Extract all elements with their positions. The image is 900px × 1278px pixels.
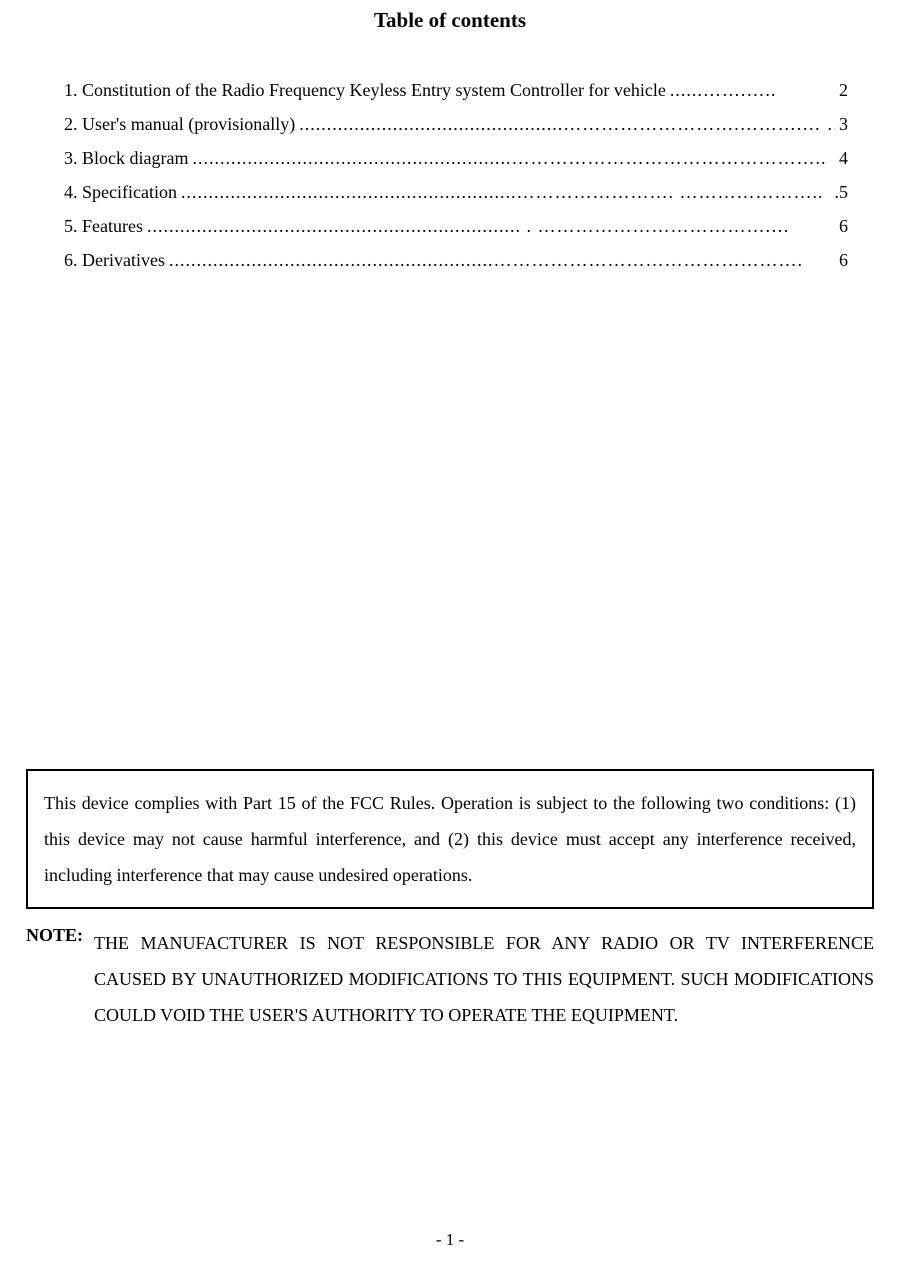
toc-page: .5 (835, 183, 849, 201)
page-number: - 1 - (0, 1230, 900, 1250)
note-body: THE MANUFACTURER IS NOT RESPONSIBLE FOR … (94, 925, 874, 1033)
toc-page: 6 (839, 251, 848, 269)
toc-label: 3. Block diagram (64, 149, 188, 167)
compliance-box: This device complies with Part 15 of the… (26, 769, 874, 909)
toc-entry: 1. Constitution of the Radio Frequency K… (64, 81, 848, 99)
toc-leader: ........................................… (299, 115, 835, 133)
toc-leader: ........................................… (169, 251, 835, 269)
compliance-text: This device complies with Part 15 of the… (44, 785, 856, 893)
toc-entry: 3. Block diagram .......................… (64, 149, 848, 167)
toc-leader: ........................................… (181, 183, 831, 201)
page-title: Table of contents (0, 8, 900, 33)
toc-page: 6 (839, 217, 848, 235)
toc-entry: 4. Specification .......................… (64, 183, 848, 201)
note-section: NOTE: THE MANUFACTURER IS NOT RESPONSIBL… (0, 925, 874, 1033)
toc-label: 6. Derivatives (64, 251, 165, 269)
toc-label: 5. Features (64, 217, 143, 235)
toc-entry: 5. Features ............................… (64, 217, 848, 235)
toc-leader: ........................................… (192, 149, 835, 167)
toc-page: 2 (839, 81, 848, 99)
toc-leader: ......…….….. (670, 81, 835, 99)
note-label: NOTE: (0, 925, 94, 946)
toc-leader: ........................................… (147, 217, 835, 235)
toc-label: 1. Constitution of the Radio Frequency K… (64, 81, 666, 99)
toc-label: 2. User's manual (provisionally) (64, 115, 295, 133)
toc-label: 4. Specification (64, 183, 177, 201)
toc-page: 3 (839, 115, 848, 133)
toc-page: 4 (839, 149, 848, 167)
table-of-contents: 1. Constitution of the Radio Frequency K… (0, 81, 900, 269)
toc-entry: 2. User's manual (provisionally) .......… (64, 115, 848, 133)
toc-entry: 6. Derivatives .........................… (64, 251, 848, 269)
